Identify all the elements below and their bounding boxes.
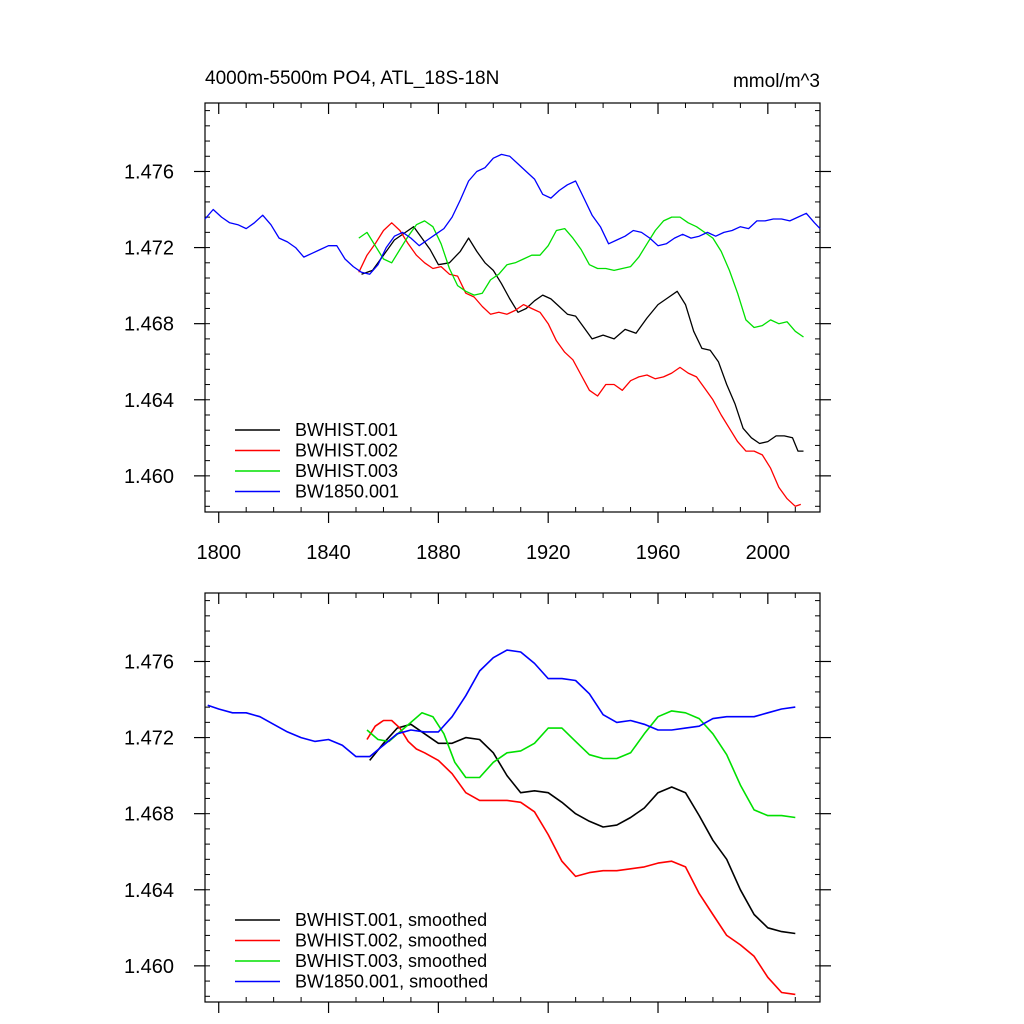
x-tick-label: 1800 — [196, 542, 241, 564]
top-panel: 4000m-5500m PO4, ATL_18S-18N mmol/m^3 18… — [124, 68, 831, 564]
x-tick-label: 1840 — [306, 542, 351, 564]
y-tick-label: 1.476 — [124, 651, 174, 673]
x-tick-label: 1920 — [526, 542, 571, 564]
series-line — [361, 226, 804, 452]
legend-label: BWHIST.003, smoothed — [295, 951, 487, 971]
legend-label: BW1850.001 — [295, 482, 399, 502]
legend-label: BW1850.001, smoothed — [295, 972, 488, 992]
x-tick-label: 1960 — [636, 542, 681, 564]
panel-title: 4000m-5500m PO4, ATL_18S-18N — [205, 68, 499, 89]
legend-label: BWHIST.001 — [295, 420, 398, 440]
y-tick-label: 1.476 — [124, 161, 174, 183]
series-line — [369, 723, 796, 935]
plot-frame — [204, 102, 821, 513]
series-line — [204, 153, 821, 275]
y-tick-label: 1.464 — [124, 390, 174, 412]
series-line — [366, 719, 796, 996]
series-line — [207, 649, 796, 758]
y-tick-label: 1.472 — [124, 728, 174, 750]
y-tick-label: 1.460 — [124, 956, 174, 978]
y-tick-label: 1.468 — [124, 314, 174, 336]
x-tick-label: 1880 — [416, 542, 461, 564]
legend-label: BWHIST.002 — [295, 441, 398, 461]
y-tick-label: 1.468 — [124, 804, 174, 826]
series-line — [366, 710, 796, 819]
legend-label: BWHIST.003 — [295, 461, 398, 481]
series-line — [358, 216, 804, 338]
y-tick-label: 1.464 — [124, 880, 174, 902]
y-tick-label: 1.460 — [124, 466, 174, 488]
legend-label: BWHIST.002, smoothed — [295, 931, 487, 951]
legend-label: BWHIST.001, smoothed — [295, 910, 487, 930]
units-label: mmol/m^3 — [733, 71, 820, 92]
series-line — [358, 222, 802, 507]
y-tick-label: 1.472 — [124, 238, 174, 260]
bottom-panel: 1.460 1.464 1.468 1.472 1.476 BWHIST.001, smo… — [124, 592, 831, 1013]
plot-frame — [204, 592, 821, 1003]
x-tick-label: 2000 — [746, 542, 791, 564]
